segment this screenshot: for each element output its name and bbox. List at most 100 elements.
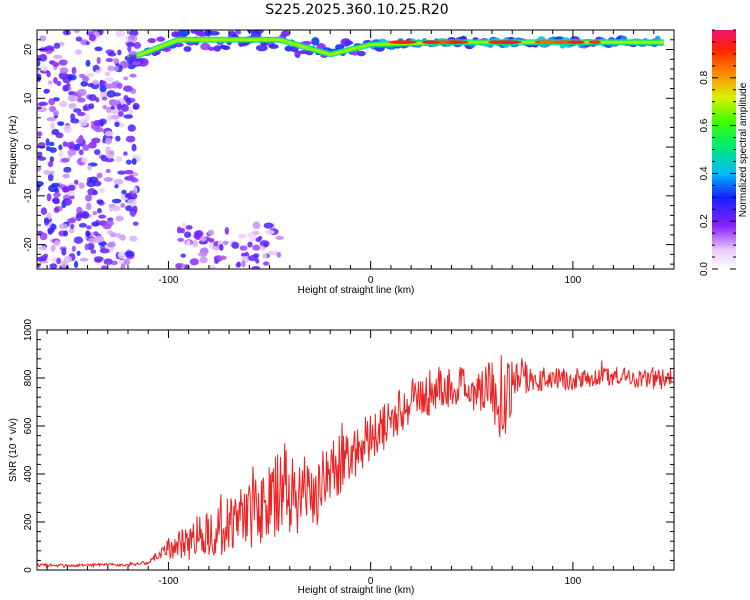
snr-ylabel: SNR (10 * v/v): [8, 418, 19, 482]
heatmap-speckle: [47, 80, 53, 85]
heatmap-frame: [36, 29, 675, 270]
heatmap-speckle: [93, 119, 102, 127]
heatmap-line-halo: [208, 30, 220, 36]
heatmap-speckle: [132, 221, 139, 226]
y-tick-label: -10: [23, 188, 34, 203]
heatmap-peak: [490, 40, 522, 44]
heatmap-speckle: [96, 199, 104, 205]
heatmap-speckle: [43, 217, 50, 226]
heatmap-speckle: [94, 235, 105, 243]
heatmap-speckle: [41, 65, 48, 72]
heatmap-speckle: [109, 114, 120, 120]
heatmap-speckle: [108, 203, 116, 208]
heatmap-speckle: [237, 233, 247, 239]
heatmap-speckle: [176, 226, 182, 234]
heatmap-speckle: [62, 186, 70, 193]
heatmap-speckle: [87, 164, 92, 171]
heatmap-speckle: [39, 232, 48, 241]
heatmap-speckle: [117, 110, 124, 117]
heatmap-speckle: [63, 230, 68, 237]
heatmap-speckle: [73, 108, 82, 113]
heatmap-speckle: [208, 238, 215, 243]
heatmap-speckle: [123, 258, 131, 266]
heatmap-speckle: [112, 57, 120, 64]
heatmap-speckle: [128, 51, 138, 56]
heatmap-line-halo: [284, 45, 293, 52]
heatmap-speckle: [39, 35, 47, 42]
heatmap-speckle: [175, 263, 183, 269]
heatmap-speckle: [93, 256, 104, 262]
heatmap-line-halo: [200, 42, 211, 51]
x-tick-label: 0: [368, 576, 374, 587]
heatmap-speckle: [48, 141, 55, 147]
heatmap-peak: [567, 40, 585, 44]
heatmap-speckle: [52, 109, 60, 116]
heatmap-speckle: [131, 158, 137, 165]
heatmap-speckle: [70, 118, 80, 124]
heatmap-speckle: [68, 103, 77, 109]
heatmap-speckle: [79, 118, 88, 127]
heatmap-speckle: [100, 155, 108, 162]
heatmap-speckle: [43, 88, 50, 94]
heatmap-speckle: [86, 225, 92, 230]
heatmap-speckle: [129, 235, 138, 242]
heatmap-speckle: [40, 254, 48, 261]
heatmap-line-halo: [234, 30, 242, 35]
heatmap-speckle: [189, 258, 200, 266]
heatmap-speckle: [99, 85, 107, 93]
colorbar-tick-label: 0.8: [699, 70, 710, 84]
heatmap-speckle: [49, 263, 58, 269]
heatmap-speckle: [48, 161, 54, 168]
colorbar-scale: [712, 30, 736, 269]
heatmap-speckle: [37, 59, 41, 67]
heatmap-speckle: [49, 60, 55, 65]
heatmap-speckle: [231, 241, 240, 249]
heatmap-peak: [422, 40, 440, 44]
heatmap-speckle: [125, 135, 136, 143]
heatmap-line-halo: [213, 45, 222, 52]
heatmap-peak: [588, 40, 602, 44]
heatmap-speckle: [95, 69, 102, 74]
heatmap-speckle: [76, 97, 86, 103]
heatmap-speckle: [183, 231, 192, 238]
heatmap-speckle: [67, 149, 77, 156]
heatmap-speckle: [70, 223, 75, 230]
heatmap-speckle: [119, 234, 126, 241]
y-tick-label: 10: [23, 92, 34, 104]
heatmap-speckle: [61, 248, 67, 256]
heatmap-speckle: [98, 214, 107, 219]
heatmap-speckle: [104, 131, 114, 137]
heatmap-speckle: [58, 150, 64, 158]
heatmap-speckle: [96, 172, 103, 179]
heatmap-speckle: [45, 138, 50, 146]
heatmap-speckle: [53, 76, 58, 84]
heatmap-speckle: [58, 223, 69, 230]
heatmap-speckle: [85, 59, 91, 67]
x-tick-label: -100: [158, 275, 178, 286]
heatmap-line-halo: [137, 57, 149, 67]
heatmap-speckle: [113, 66, 119, 72]
heatmap-speckle: [105, 220, 114, 227]
heatmap-speckle: [127, 124, 136, 132]
heatmap-speckle: [217, 255, 227, 261]
heatmap-speckle: [82, 144, 90, 151]
heatmap-speckle: [78, 149, 84, 156]
heatmap-speckle: [47, 227, 55, 234]
heatmap-speckle: [101, 265, 108, 269]
heatmap-speckle: [92, 79, 99, 85]
heatmap-speckle: [75, 49, 82, 55]
heatmap-speckle: [247, 241, 253, 248]
heatmap-line-halo: [221, 45, 231, 51]
chart-title: S225.2025.360.10.25.R20: [265, 2, 448, 18]
heatmap-speckle: [127, 198, 137, 206]
heatmap-speckle: [212, 245, 222, 251]
heatmap-line-halo: [344, 40, 354, 46]
heatmap-speckle: [48, 98, 56, 106]
heatmap-speckle: [105, 168, 111, 174]
heatmap-line-halo: [356, 50, 366, 57]
heatmap-speckle: [50, 244, 56, 253]
heatmap-speckle: [96, 56, 101, 65]
heatmap-line-halo: [147, 38, 157, 44]
